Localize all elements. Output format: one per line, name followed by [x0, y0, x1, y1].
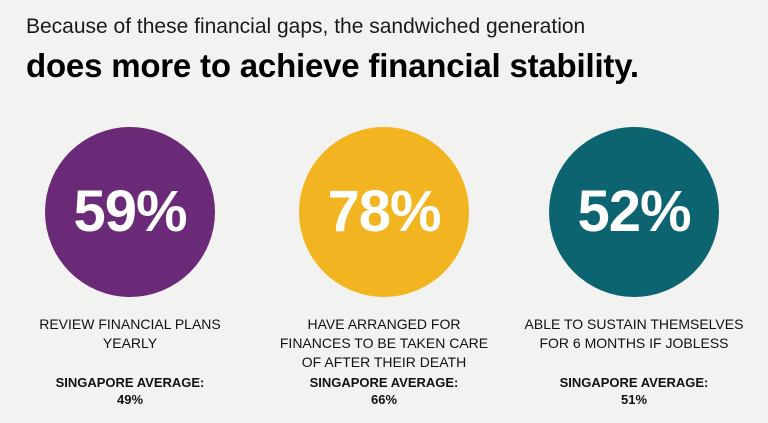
average-label: SINGAPORE AVERAGE: [309, 375, 459, 390]
stat-circle: 59% [45, 127, 215, 297]
stat-description: REVIEW FINANCIAL PLANS YEARLY [39, 316, 221, 351]
average-value: 51% [620, 392, 648, 407]
average-value: 66% [370, 392, 398, 407]
average-label: SINGAPORE AVERAGE: [559, 375, 709, 390]
stat-circle: 78% [299, 127, 469, 297]
stat-review-plans: 59% REVIEW FINANCIAL PLANS YEARLY SINGAP… [10, 127, 250, 408]
stat-circle: 52% [549, 127, 719, 297]
stat-percent: 52% [577, 179, 691, 244]
average-label: SINGAPORE AVERAGE: [55, 375, 205, 390]
stat-percent: 59% [73, 179, 187, 244]
subtitle: Because of these financial gaps, the san… [26, 15, 586, 38]
stat-sustain-jobless: 52% ABLE TO SUSTAIN THEMSELVES FOR 6 MON… [514, 127, 754, 408]
stat-description: ABLE TO SUSTAIN THEMSELVES FOR 6 MONTHS … [524, 316, 744, 351]
average-value: 49% [116, 392, 144, 407]
headline: does more to achieve financial stability… [26, 47, 639, 84]
stat-arranged-finances: 78% HAVE ARRANGED FOR FINANCES TO BE TAK… [264, 127, 504, 408]
stat-percent: 78% [327, 179, 441, 244]
stat-description: HAVE ARRANGED FOR FINANCES TO BE TAKEN C… [279, 316, 489, 370]
